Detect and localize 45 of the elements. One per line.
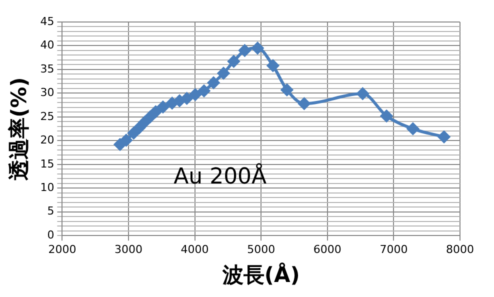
y-tick-label: 10 — [40, 180, 54, 194]
point — [133, 122, 146, 134]
y-tick-label: 5 — [47, 204, 54, 218]
point — [180, 92, 193, 104]
point — [144, 110, 156, 123]
point — [208, 76, 220, 89]
y-tick-label: 15 — [40, 157, 54, 170]
x-tick-label: 4000 — [180, 243, 209, 256]
point — [150, 106, 162, 118]
point — [438, 130, 450, 143]
x-tick-label: 8000 — [446, 243, 474, 256]
point — [128, 127, 140, 140]
point — [218, 67, 230, 80]
point — [356, 88, 369, 100]
point — [166, 97, 178, 110]
point — [138, 116, 151, 128]
point — [280, 84, 293, 96]
x-tick-label: 5000 — [247, 243, 276, 256]
y-tick-label: 25 — [40, 110, 54, 123]
y-tick-label: 40 — [40, 38, 54, 52]
point — [380, 110, 393, 122]
y-tick-label: 20 — [40, 134, 54, 147]
point — [238, 44, 251, 56]
point — [198, 84, 210, 97]
point — [298, 98, 310, 110]
point — [228, 55, 240, 68]
y-axis-title: 透過率(%) — [7, 77, 32, 180]
x-tick-label: 7000 — [380, 243, 408, 256]
point — [406, 122, 419, 135]
annotation: Au 200Å — [174, 162, 267, 190]
point — [174, 94, 186, 107]
y-tick-label: 35 — [40, 62, 54, 76]
point — [189, 88, 202, 101]
x-axis-title: 波長(Å) — [221, 262, 300, 287]
x-tick-label: 6000 — [313, 243, 342, 256]
y-tick-label: 30 — [40, 86, 54, 100]
point — [120, 134, 132, 146]
x-tick-label: 3000 — [114, 243, 142, 256]
point — [156, 100, 169, 113]
x-tick-label: 2000 — [48, 243, 76, 256]
point — [252, 42, 264, 54]
point — [114, 138, 126, 150]
y-tick-label: 0 — [47, 228, 54, 242]
point — [266, 60, 279, 72]
y-tick-label: 45 — [40, 14, 54, 28]
